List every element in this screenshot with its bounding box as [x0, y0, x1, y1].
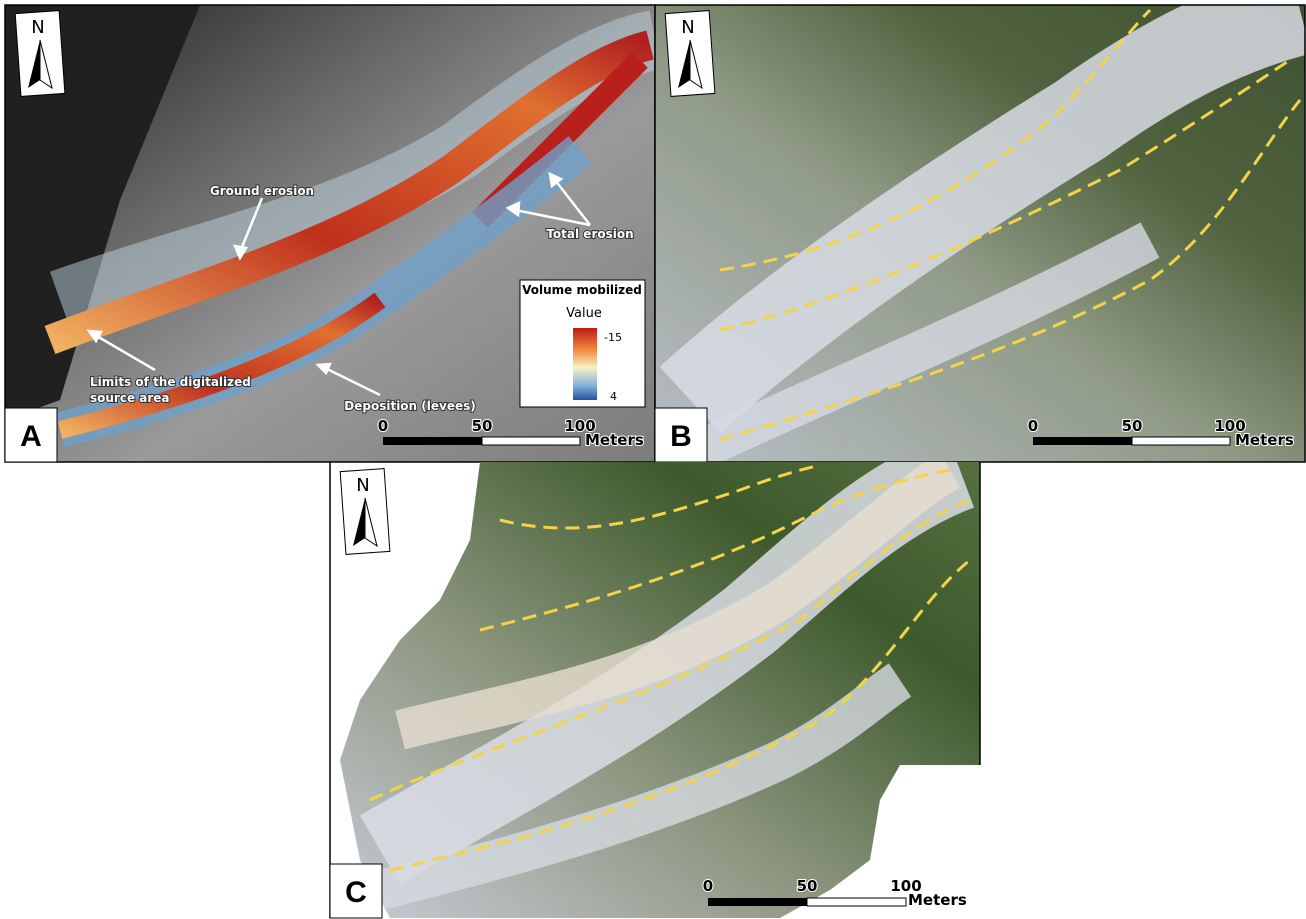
north-label: N [31, 17, 44, 38]
scale-unit: Meters [585, 431, 644, 449]
annotation: Limits of the digitalized [90, 375, 251, 389]
scale-unit: Meters [908, 891, 967, 909]
north-label: N [356, 475, 369, 496]
figure: Ground erosion Total erosion Limits of t… [0, 0, 1306, 919]
annotation: Deposition (levees) [344, 399, 475, 413]
legend-subtitle: Value [566, 306, 602, 321]
legend-max: -15 [604, 331, 622, 344]
annotation: Ground erosion [210, 184, 314, 198]
annotation: source area [90, 391, 170, 405]
north-arrow: N [340, 469, 390, 555]
scale-tick: 50 [797, 877, 818, 895]
panel-label: A [20, 420, 42, 453]
scale-tick: 50 [472, 417, 493, 435]
panel-a: Ground erosion Total erosion Limits of t… [5, 5, 655, 462]
panel-label: B [670, 420, 692, 453]
legend-title: Volume mobilized [522, 283, 642, 297]
north-label: N [681, 17, 694, 38]
panel-c: 0 50 100 Meters N C [330, 462, 980, 918]
panel-label: C [345, 876, 367, 909]
panel-b: 0 50 100 Meters N B [655, 5, 1305, 462]
legend: Volume mobilized Value -15 4 [520, 280, 645, 407]
scale-tick: 0 [1028, 417, 1038, 435]
north-arrow: N [15, 11, 65, 97]
scale-tick: 50 [1122, 417, 1143, 435]
legend-min: 4 [610, 390, 617, 403]
annotation: Total erosion [546, 227, 633, 241]
north-arrow: N [665, 11, 715, 97]
scale-tick: 0 [378, 417, 388, 435]
scale-tick: 0 [703, 877, 713, 895]
scale-unit: Meters [1235, 431, 1294, 449]
